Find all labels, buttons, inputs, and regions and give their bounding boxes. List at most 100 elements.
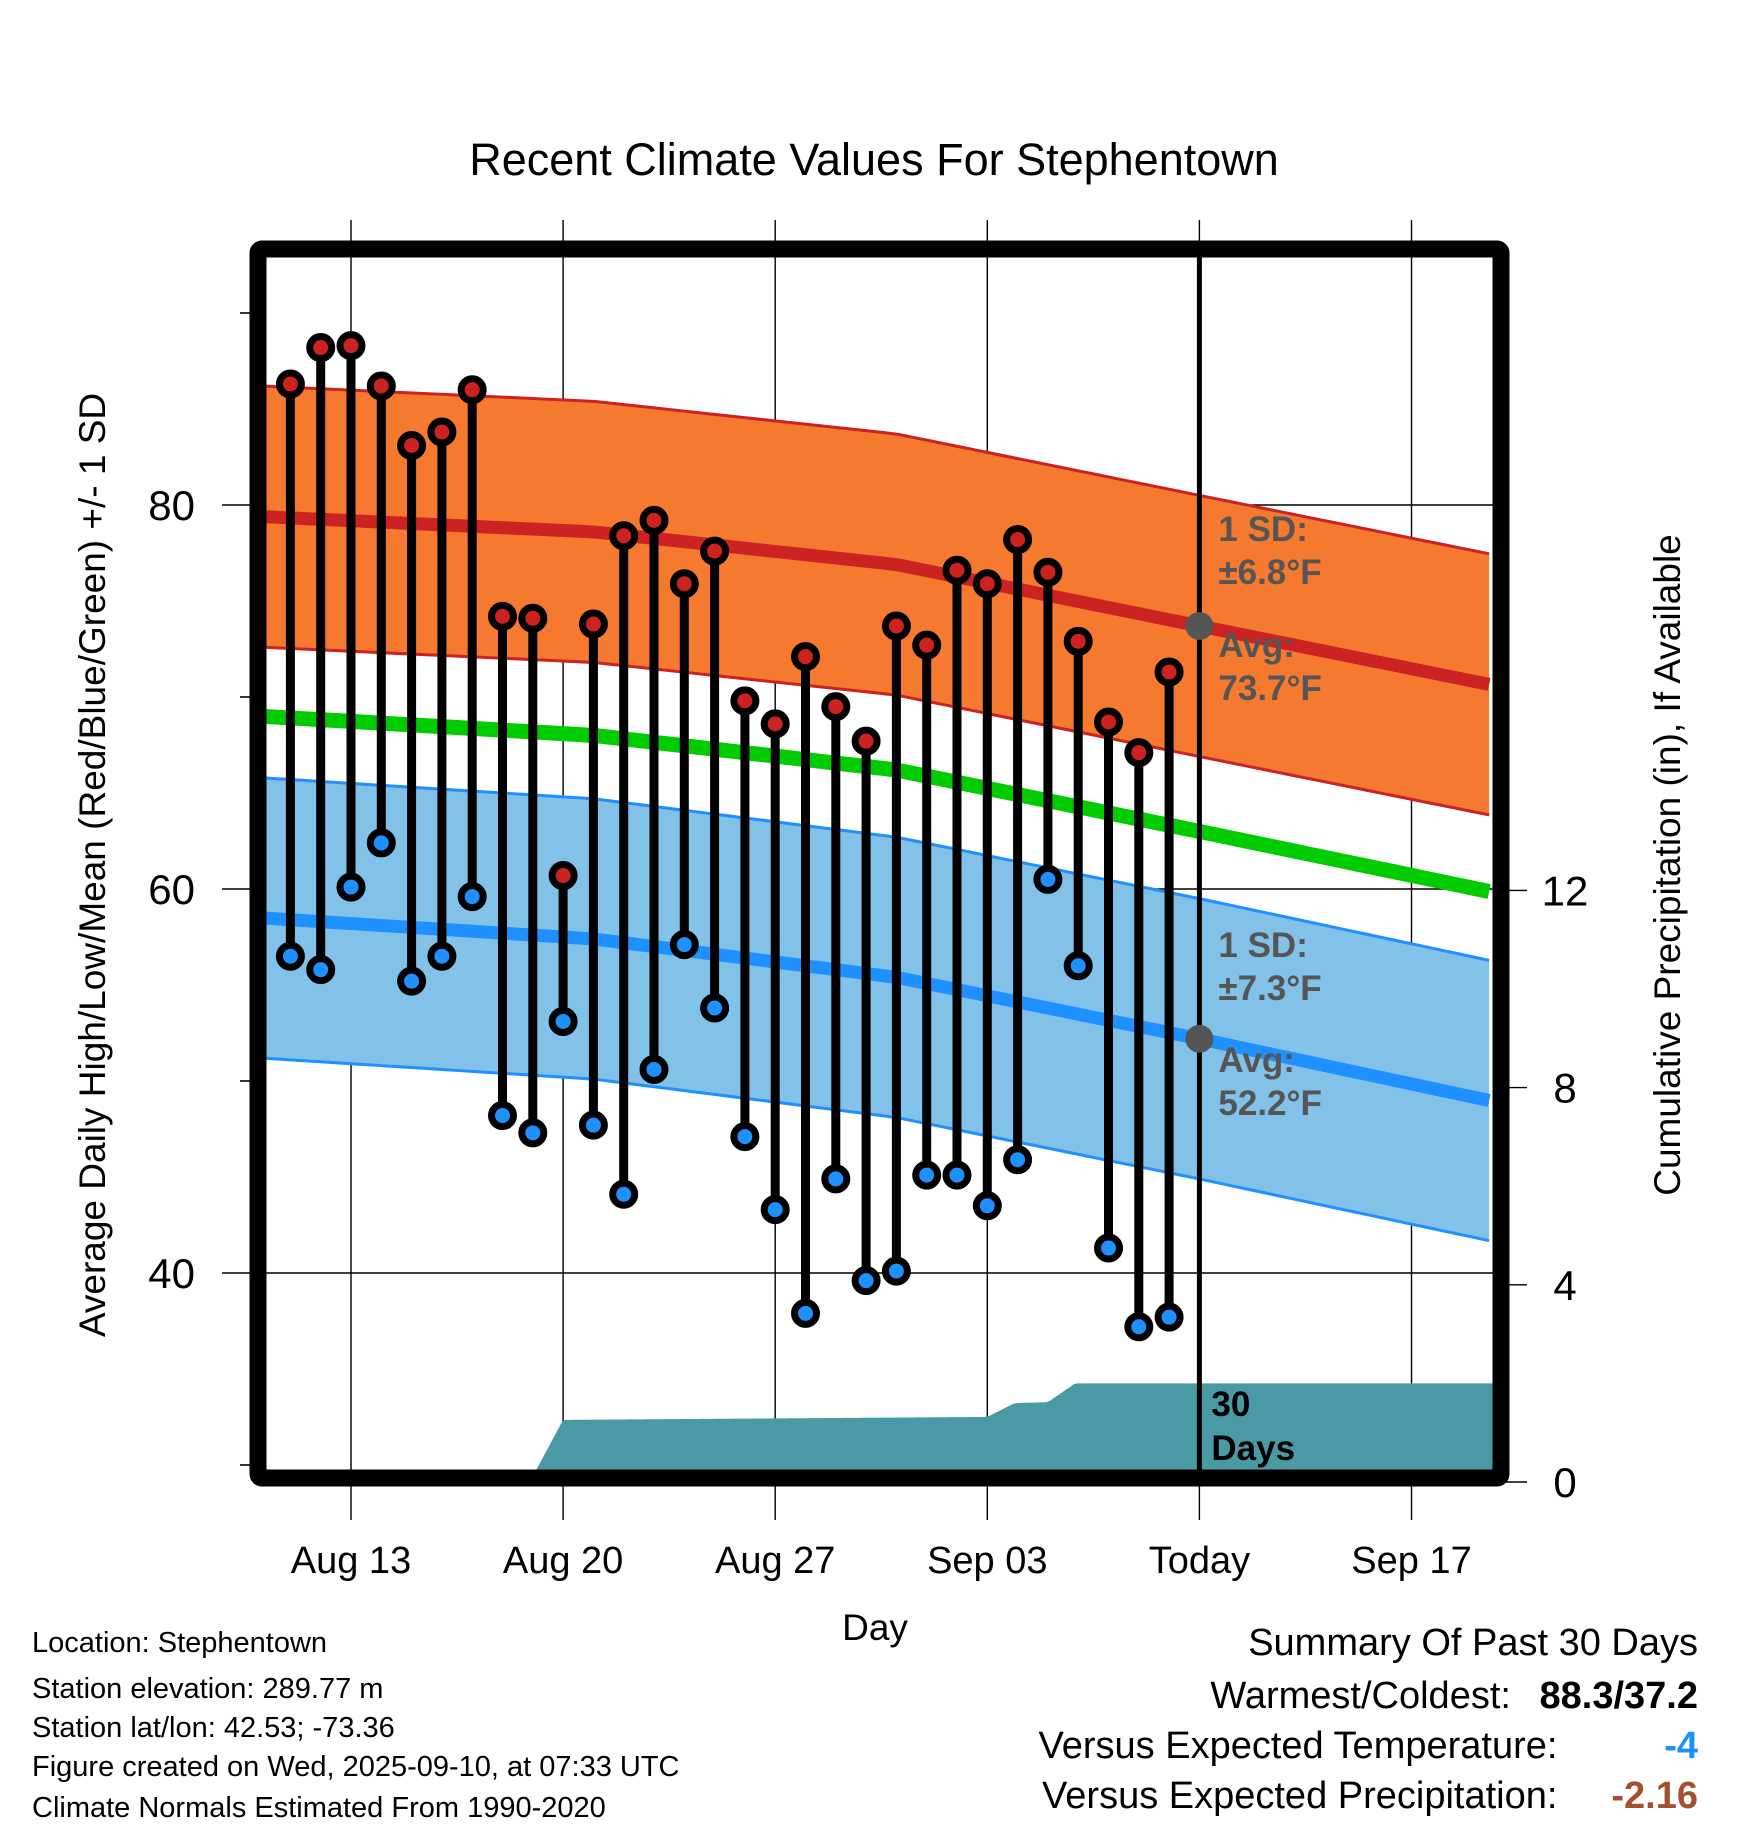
summary-temp-value: -4 bbox=[1664, 1725, 1698, 1767]
annotations: 1 SD: ±6.8°F Avg: 73.7°F 1 SD: ±7.3°F Avg: 52.2… bbox=[1185, 253, 1322, 1474]
high-point bbox=[760, 709, 790, 739]
high-normal-avg-line bbox=[261, 510, 1491, 691]
y2-tick-label: 0 bbox=[1553, 1459, 1576, 1506]
precip-area bbox=[262, 1383, 1497, 1482]
high-point bbox=[881, 611, 911, 641]
low-normal-avg-line bbox=[261, 911, 1491, 1107]
high-point bbox=[427, 417, 457, 447]
low-point bbox=[1124, 1312, 1154, 1342]
high-point bbox=[457, 375, 487, 405]
low-point bbox=[518, 1118, 548, 1148]
y-tick-label: 60 bbox=[148, 866, 195, 913]
summary-temp-row: Versus Expected Temperature: -4 bbox=[1039, 1725, 1698, 1768]
high-point bbox=[275, 369, 305, 399]
high-normal-lower-sd-line bbox=[261, 645, 1490, 817]
daily-stems bbox=[275, 331, 1184, 1342]
high-point bbox=[397, 430, 427, 460]
info-elevation: Station elevation: 289.77 m bbox=[32, 1673, 384, 1705]
low-point bbox=[791, 1298, 820, 1328]
plot-frame bbox=[249, 240, 1510, 1487]
high-point bbox=[518, 603, 548, 633]
summary-precip-row: Versus Expected Precipitation: -2.16 bbox=[1042, 1775, 1698, 1818]
low-sd-label: 1 SD: bbox=[1218, 926, 1307, 965]
normal-bands bbox=[261, 384, 1491, 1243]
high-point bbox=[942, 555, 972, 585]
summary-title: Summary Of Past 30 Days bbox=[1248, 1622, 1698, 1664]
high-point bbox=[912, 630, 942, 660]
info-location: Location: Stephentown bbox=[32, 1627, 328, 1659]
summary-warmest-row: Warmest/Coldest: 88.3/37.2 bbox=[1210, 1675, 1698, 1718]
mean-normal-line bbox=[261, 708, 1491, 899]
summary-warmest-label: Warmest/Coldest: bbox=[1210, 1675, 1511, 1717]
high-point bbox=[730, 686, 760, 716]
y2-axis-label: Cumulative Precipitation (in), If Availa… bbox=[1647, 534, 1688, 1196]
high-point bbox=[366, 371, 396, 401]
low-point bbox=[1063, 951, 1093, 981]
info-latlon: Station lat/lon: 42.53; -73.36 bbox=[32, 1712, 395, 1744]
low-normal-upper-sd-line bbox=[261, 776, 1490, 962]
low-point bbox=[881, 1256, 911, 1286]
low-point bbox=[730, 1122, 760, 1152]
low-point bbox=[548, 1006, 578, 1036]
low-point bbox=[336, 872, 366, 902]
low-point bbox=[1154, 1302, 1184, 1332]
low-point bbox=[1003, 1145, 1033, 1175]
high-point bbox=[548, 861, 578, 891]
info-created: Figure created on Wed, 2025-09-10, at 07… bbox=[32, 1751, 680, 1783]
x-tick-label: Aug 20 bbox=[503, 1540, 623, 1582]
high-point bbox=[578, 609, 608, 639]
summary-warmest-value: 88.3/37.2 bbox=[1539, 1675, 1698, 1717]
low-point bbox=[366, 828, 396, 858]
y-tick-label: 40 bbox=[148, 1250, 195, 1297]
high-point bbox=[972, 569, 1002, 599]
low-point bbox=[427, 941, 457, 971]
high-point bbox=[1033, 557, 1063, 587]
low-point bbox=[397, 966, 427, 996]
low-point bbox=[851, 1266, 881, 1296]
x-tick-label: Sep 17 bbox=[1351, 1540, 1471, 1582]
low-avg-value: 52.2°F bbox=[1218, 1084, 1322, 1123]
low-sd-value: ±7.3°F bbox=[1218, 969, 1321, 1008]
low-point bbox=[972, 1191, 1002, 1221]
low-point bbox=[669, 930, 699, 960]
high-point bbox=[488, 601, 517, 631]
high-point bbox=[851, 726, 881, 756]
low-point bbox=[760, 1195, 790, 1225]
low-point bbox=[700, 993, 730, 1023]
low-point bbox=[1033, 864, 1063, 894]
high-avg-label: Avg: bbox=[1218, 626, 1294, 665]
low-point bbox=[457, 882, 487, 912]
high-point bbox=[1094, 707, 1123, 737]
chart-title: Recent Climate Values For Stephentown bbox=[469, 134, 1279, 185]
x-axis-label: Day bbox=[842, 1607, 908, 1648]
high-point bbox=[1124, 738, 1154, 768]
y2-tick-label: 8 bbox=[1553, 1065, 1576, 1112]
low-avg-label: Avg: bbox=[1218, 1041, 1294, 1080]
high-point bbox=[306, 333, 336, 363]
high-point bbox=[821, 692, 851, 722]
low-avg-marker bbox=[1185, 1024, 1214, 1053]
period-label-days: Days bbox=[1211, 1429, 1295, 1468]
low-point bbox=[306, 955, 336, 985]
low-point bbox=[578, 1110, 608, 1140]
precip-area-shape bbox=[262, 1383, 1497, 1482]
high-point bbox=[669, 569, 699, 599]
summary-precip-label: Versus Expected Precipitation: bbox=[1042, 1775, 1558, 1817]
high-point bbox=[639, 505, 669, 535]
x-tick-label: Aug 27 bbox=[715, 1540, 835, 1582]
low-normal-lower-sd-line bbox=[261, 1056, 1490, 1243]
high-sd-label: 1 SD: bbox=[1218, 510, 1307, 549]
y-axis-label: Average Daily High/Low/Mean (Red/Blue/Gr… bbox=[72, 393, 113, 1337]
high-avg-value: 73.7°F bbox=[1218, 669, 1322, 708]
low-point bbox=[942, 1160, 972, 1190]
low-point bbox=[488, 1101, 517, 1131]
low-point bbox=[275, 941, 305, 971]
y-tick-label: 80 bbox=[148, 482, 195, 529]
x-tick-label: Today bbox=[1149, 1540, 1250, 1582]
plot-border bbox=[249, 240, 1510, 1487]
high-point bbox=[1154, 657, 1184, 687]
high-point bbox=[336, 331, 366, 361]
high-sd-value: ±6.8°F bbox=[1218, 553, 1321, 592]
